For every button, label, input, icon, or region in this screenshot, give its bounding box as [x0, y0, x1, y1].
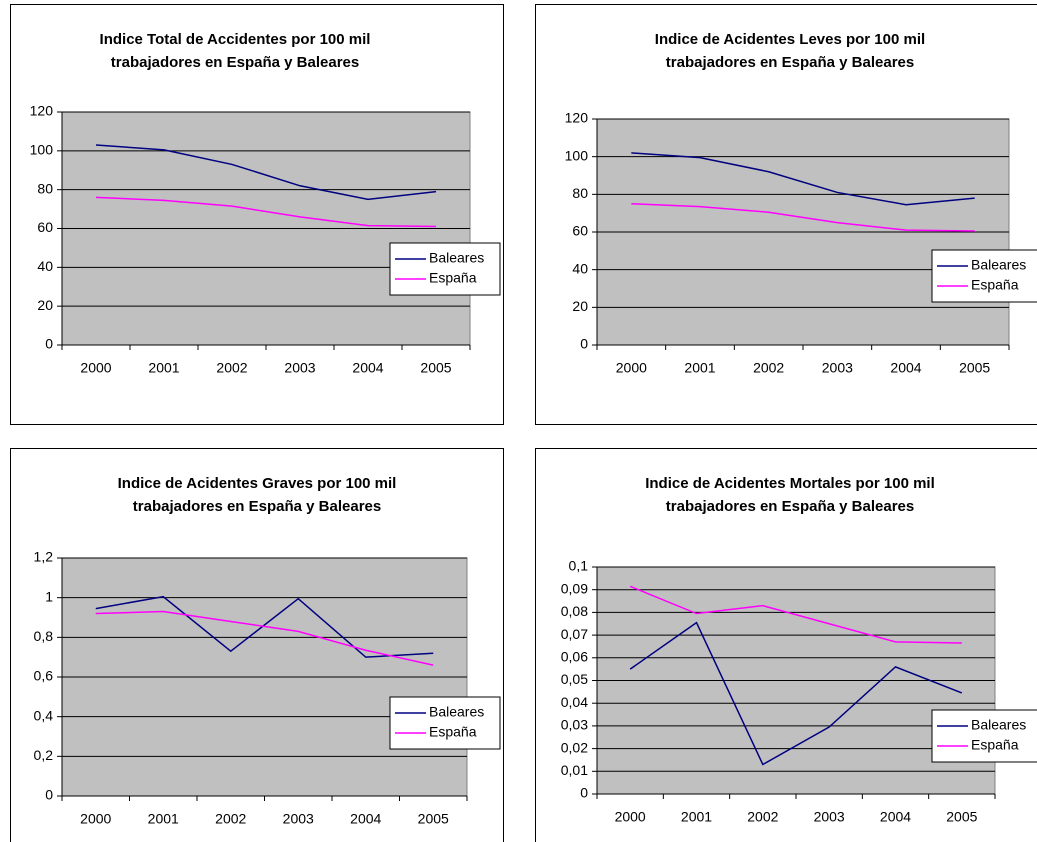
x-tick-label: 2002: [216, 360, 247, 376]
y-tick-label: 60: [572, 223, 588, 239]
chart-title: trabajadores en España y Baleares: [666, 498, 914, 515]
legend-label: España: [429, 724, 477, 740]
y-tick-label: 0,06: [561, 649, 588, 665]
y-tick-label: 0,6: [34, 668, 54, 684]
y-tick-label: 0,05: [561, 671, 588, 687]
legend-label: Baleares: [429, 704, 484, 720]
legend: [389, 242, 501, 296]
legend-label: Baleares: [971, 717, 1026, 733]
x-tick-label: 2004: [890, 360, 921, 376]
chart-title: trabajadores en España y Baleares: [666, 54, 914, 71]
series-line: [629, 585, 962, 644]
x-tick-label: 2004: [350, 811, 381, 827]
legend: [931, 249, 1037, 303]
y-tick-label: 60: [37, 219, 53, 235]
x-tick-label: 2000: [615, 809, 646, 825]
y-tick-label: 120: [565, 110, 589, 126]
y-tick-label: 0: [45, 787, 53, 803]
series-line: [631, 203, 975, 232]
y-tick-label: 0,03: [561, 717, 588, 733]
x-tick-label: 2001: [684, 360, 715, 376]
y-tick-label: 40: [572, 260, 588, 276]
y-tick-label: 0,4: [34, 707, 54, 723]
y-tick-label: 80: [572, 185, 588, 201]
y-tick-label: 120: [30, 103, 54, 119]
y-tick-label: 0,02: [561, 739, 588, 755]
chart-title: Indice de Acidentes Mortales por 100 mil: [645, 475, 935, 492]
x-tick-label: 2003: [822, 360, 853, 376]
x-tick-label: 2005: [959, 360, 990, 376]
series-line: [629, 621, 963, 766]
x-tick-label: 2005: [420, 360, 451, 376]
chart-title: Indice de Acidentes Graves por 100 mil: [118, 475, 397, 492]
legend-label: Baleares: [429, 250, 484, 266]
x-tick-label: 2000: [80, 811, 111, 827]
x-tick-label: 2005: [418, 811, 449, 827]
x-tick-label: 2003: [283, 811, 314, 827]
y-tick-label: 20: [572, 298, 588, 314]
legend-label: España: [429, 270, 477, 286]
y-tick-label: 1: [45, 588, 53, 604]
chart-title: trabajadores en España y Baleares: [133, 498, 381, 515]
legend-label: España: [971, 737, 1019, 753]
y-tick-label: 0,8: [34, 628, 54, 644]
x-tick-label: 2001: [148, 811, 179, 827]
y-tick-label: 1,2: [34, 549, 54, 565]
chart-title: Indice Total de Accidentes por 100 mil: [100, 31, 371, 48]
y-tick-label: 0: [580, 336, 588, 352]
y-tick-label: 0,09: [561, 580, 588, 596]
legend: [931, 709, 1037, 763]
x-tick-label: 2002: [747, 809, 778, 825]
legend-label: Baleares: [971, 257, 1026, 273]
y-tick-label: 0: [580, 785, 588, 801]
x-tick-label: 2000: [616, 360, 647, 376]
series-line: [95, 595, 434, 658]
y-tick-label: 0,1: [569, 558, 589, 574]
y-tick-label: 0,07: [561, 626, 588, 642]
x-tick-label: 2001: [148, 360, 179, 376]
y-tick-label: 0,08: [561, 603, 588, 619]
y-tick-label: 0,01: [561, 762, 588, 778]
y-tick-label: 0,2: [34, 747, 54, 763]
x-tick-label: 2002: [215, 811, 246, 827]
legend-label: España: [971, 277, 1019, 293]
series-line: [95, 196, 437, 228]
chart-title: trabajadores en España y Baleares: [111, 54, 359, 71]
x-tick-label: 2000: [80, 360, 111, 376]
series-line: [631, 152, 975, 206]
y-tick-label: 80: [37, 180, 53, 196]
x-tick-label: 2001: [681, 809, 712, 825]
x-tick-label: 2004: [880, 809, 911, 825]
x-tick-label: 2003: [814, 809, 845, 825]
y-tick-label: 100: [30, 142, 54, 158]
x-tick-label: 2003: [284, 360, 315, 376]
y-tick-label: 40: [37, 258, 53, 274]
series-line: [95, 610, 434, 666]
y-tick-label: 100: [565, 147, 589, 163]
y-tick-label: 20: [37, 297, 53, 313]
series-line: [95, 144, 437, 201]
x-tick-label: 2002: [753, 360, 784, 376]
x-tick-label: 2004: [352, 360, 383, 376]
x-tick-label: 2005: [946, 809, 977, 825]
chart-title: Indice de Acidentes Leves por 100 mil: [655, 31, 925, 48]
legend: [389, 696, 501, 750]
y-tick-label: 0,04: [561, 694, 588, 710]
y-tick-label: 0: [45, 336, 53, 352]
